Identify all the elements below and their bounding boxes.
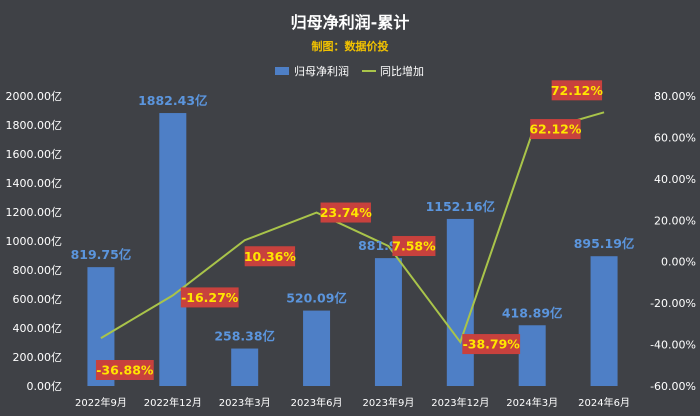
right-axis-tick-label: 20.00%: [654, 214, 696, 227]
bar-data-label: 520.09亿: [286, 291, 347, 306]
line-data-label-text: 23.74%: [320, 205, 373, 220]
line-data-label-text: -16.27%: [181, 290, 239, 305]
bar-series: [87, 113, 618, 386]
x-axis-tick-label: 2023年6月: [291, 396, 343, 409]
right-axis-tick-label: 0.00%: [661, 256, 696, 269]
bar: [446, 218, 474, 386]
bar: [303, 310, 331, 386]
line-data-label-text: -38.79%: [463, 337, 521, 352]
line-data-label: 23.74%: [320, 202, 373, 223]
legend-line-label: 同比增加: [380, 64, 424, 78]
line-data-label-box: [244, 246, 296, 267]
line-data-label-text: 62.12%: [529, 122, 582, 137]
left-axis-tick-label: 0.00亿: [27, 380, 63, 393]
line-data-label-text: -36.88%: [96, 363, 154, 378]
line-data-labels: -36.88% -16.27% 10.36% 23.74% 7.58% -38.79% 62…: [95, 80, 604, 380]
bar: [590, 256, 618, 386]
line-data-label: 10.36%: [244, 246, 297, 267]
bar: [374, 258, 402, 386]
bar-data-label: 895.19亿: [574, 236, 635, 251]
right-axis-tick-label: -60.00%: [650, 380, 696, 393]
line-data-label-box: [530, 119, 581, 140]
right-axis-tick-label: -40.00%: [650, 339, 696, 352]
bar: [518, 325, 546, 386]
x-axis-tick-label: 2024年6月: [578, 396, 630, 409]
line-data-label: 72.12%: [551, 80, 604, 101]
line-data-label: 62.12%: [529, 119, 582, 140]
bar-data-label: 258.38亿: [214, 329, 275, 344]
line-data-label-box: [320, 202, 371, 223]
left-axis-tick-label: 200.00亿: [13, 351, 63, 364]
right-axis-tick-label: -20.00%: [650, 297, 696, 310]
left-axis-tick-label: 600.00亿: [13, 293, 63, 306]
bar: [159, 113, 187, 386]
left-axis-tick-label: 1800.00亿: [6, 119, 63, 132]
legend-bar-label: 归母净利润: [294, 64, 349, 78]
x-axis-tick-label: 2022年12月: [144, 396, 202, 409]
bar-data-label: 1882.43亿: [138, 93, 207, 108]
bar: [231, 348, 259, 386]
line-data-label-box: [180, 287, 239, 308]
left-axis-tick-label: 1600.00亿: [6, 148, 63, 161]
x-axis-tick-label: 2023年12月: [431, 396, 489, 409]
line-data-label: -38.79%: [462, 334, 521, 355]
x-axis: 2022年9月 2022年12月 2023年3月 2023年6月 2023年9月 2023…: [75, 396, 630, 409]
left-axis-tick-label: 1000.00亿: [6, 235, 63, 248]
right-axis-tick-label: 60.00%: [654, 131, 696, 144]
legend-bar-swatch: [275, 67, 289, 75]
left-axis-tick-label: 1200.00亿: [6, 206, 63, 219]
line-data-label-box: [551, 80, 603, 101]
right-axis-tick-label: 80.00%: [654, 90, 696, 103]
left-axis-tick-label: 2000.00亿: [6, 90, 63, 103]
line-data-label-box: [392, 236, 436, 257]
line-data-label-text: 10.36%: [244, 249, 297, 264]
bar-data-label: 819.75亿: [71, 247, 132, 262]
x-axis-tick-label: 2022年9月: [75, 396, 127, 409]
chart-subtitle: 制图：数据价投: [312, 39, 389, 53]
line-data-label: -36.88%: [95, 360, 154, 380]
line-series: [100, 111, 605, 345]
line-data-label: 7.58%: [392, 236, 436, 257]
line-data-label: -16.27%: [180, 287, 239, 308]
x-axis-tick-label: 2023年9月: [363, 396, 415, 409]
line-data-label-text: 7.58%: [392, 239, 436, 254]
x-axis-tick-label: 2023年3月: [219, 396, 271, 409]
bar-data-label: 418.89亿: [502, 305, 563, 320]
bar-data-label: 1152.16亿: [426, 199, 495, 214]
line-data-label-box: [462, 334, 521, 355]
right-axis-tick-label: 40.00%: [654, 173, 696, 186]
line-data-label-text: 72.12%: [551, 83, 604, 98]
chart-title: 归母净利润-累计: [291, 13, 410, 32]
line-data-label-box: [95, 360, 154, 380]
right-axis: -60.00% -40.00% -20.00% 0.00% 20.00% 40.00% 60…: [650, 90, 696, 393]
left-axis: 0.00亿 200.00亿 400.00亿 600.00亿 800.00亿 1000.00…: [6, 90, 63, 393]
legend: 归母净利润 同比增加: [275, 64, 424, 78]
x-axis-tick-label: 2024年3月: [506, 396, 558, 409]
yoy-line: [100, 111, 605, 345]
left-axis-tick-label: 1400.00亿: [6, 177, 63, 190]
left-axis-tick-label: 400.00亿: [13, 322, 63, 335]
left-axis-tick-label: 800.00亿: [13, 264, 63, 277]
